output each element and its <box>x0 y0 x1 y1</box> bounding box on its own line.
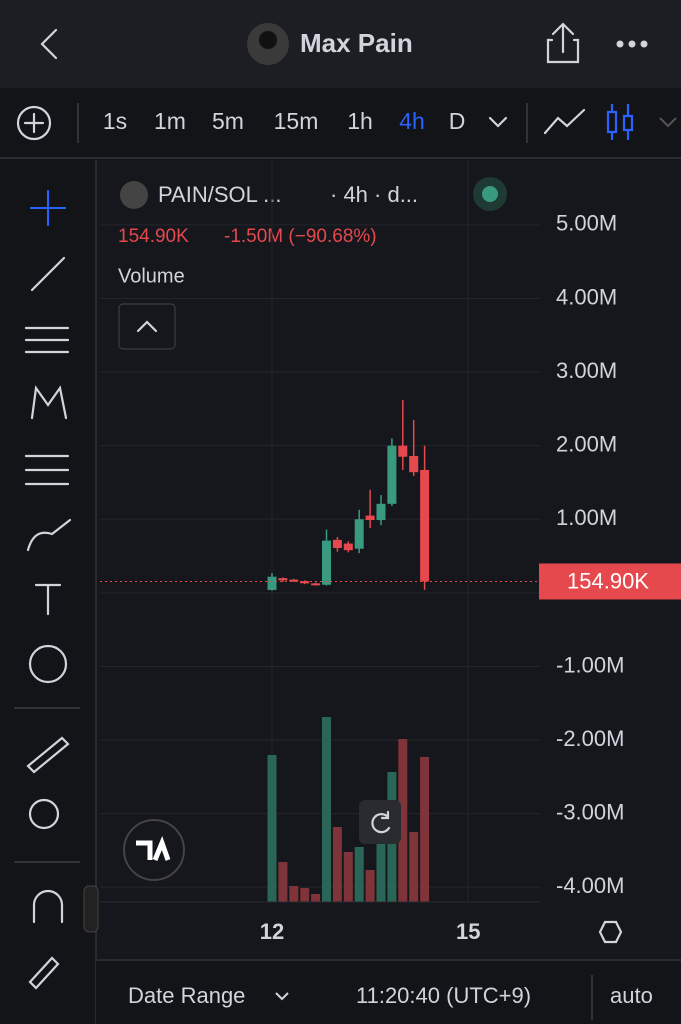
tv-logo-mark <box>136 835 171 861</box>
auto-scale[interactable]: auto <box>610 983 653 1008</box>
emoji-tool[interactable] <box>28 644 68 684</box>
volume-bar <box>398 739 408 902</box>
back-button[interactable] <box>40 28 58 60</box>
candle-body <box>278 578 288 581</box>
volume-bar <box>300 888 310 902</box>
top-bar <box>0 0 681 88</box>
ruler-tool[interactable] <box>26 736 70 774</box>
candle-body <box>354 519 364 549</box>
candle-body <box>267 576 277 590</box>
footer <box>96 960 681 1024</box>
y-tick-label: -3.00M <box>556 799 624 824</box>
candle-body <box>387 445 397 504</box>
candle-chart-button[interactable] <box>606 104 634 140</box>
volume-bar <box>420 757 430 902</box>
collapse-icon <box>136 320 158 333</box>
reset-icon <box>371 810 391 834</box>
volume-bar <box>311 894 321 902</box>
last-price-box <box>539 563 681 600</box>
date-range[interactable]: Date Range <box>128 983 245 1008</box>
text-tool[interactable] <box>34 583 62 616</box>
candle-body <box>332 539 342 548</box>
x-tick-label: 15 <box>456 919 480 944</box>
volume-bar <box>376 842 386 902</box>
change-value: -1.50M (−90.68%) <box>224 226 377 247</box>
interval-button[interactable]: 15m <box>274 108 319 134</box>
interval-button[interactable]: D <box>449 108 466 134</box>
candle-body <box>376 503 386 521</box>
candle-body <box>343 543 353 551</box>
interval-bar <box>0 88 681 158</box>
symbol-name: PAIN/SOL ... <box>158 182 281 207</box>
brush-tool[interactable] <box>26 518 72 552</box>
candle-body <box>289 579 299 582</box>
tv-logo[interactable] <box>123 819 185 881</box>
candle-body <box>300 581 310 584</box>
y-tick-label: -4.00M <box>556 873 624 898</box>
interval-button[interactable]: 5m <box>212 108 244 134</box>
toolbar-collapse[interactable] <box>83 885 99 933</box>
avatar-face <box>259 31 277 49</box>
candle-body <box>420 469 430 582</box>
candle-body <box>398 445 408 457</box>
interval-button[interactable]: 1s <box>103 108 127 134</box>
y-tick-label: 1.00M <box>556 505 617 530</box>
magnet-tool[interactable] <box>32 889 64 924</box>
x-tick-label: 12 <box>260 919 284 944</box>
y-tick-label: 2.00M <box>556 431 617 456</box>
interval-button[interactable]: 1h <box>347 108 373 134</box>
symbol-interval: · 4h · d... <box>330 182 418 207</box>
share-button[interactable] <box>546 22 580 64</box>
drawing-tools <box>14 190 80 990</box>
fib-tool[interactable] <box>24 326 70 354</box>
y-tick-label: -2.00M <box>556 726 624 751</box>
y-tick-label: 4.00M <box>556 284 617 309</box>
chart-type-dropdown[interactable] <box>659 117 677 128</box>
market-status-dot <box>482 186 498 202</box>
volume-bar <box>409 832 419 902</box>
volume-bar <box>289 886 299 902</box>
line-chart-button[interactable] <box>543 108 586 135</box>
last-price-label: 154.90K <box>567 568 649 593</box>
volume-bar <box>365 870 375 902</box>
reset-button[interactable] <box>359 800 401 844</box>
volume-bar <box>354 847 364 902</box>
collapse-legend[interactable] <box>118 303 176 350</box>
date-range-dropdown <box>275 992 289 1001</box>
settings-button[interactable] <box>598 920 623 944</box>
volume-bar <box>343 852 353 902</box>
zoom-tool[interactable] <box>28 798 60 830</box>
y-tick-label: -1.00M <box>556 652 624 677</box>
pane-label: Volume <box>118 265 185 287</box>
volume-bar <box>332 827 342 902</box>
more-button[interactable] <box>616 40 648 48</box>
last-value: 154.90K <box>118 226 189 247</box>
volume-bar <box>278 862 288 902</box>
pattern-tool[interactable] <box>30 385 68 420</box>
candle-body <box>409 455 419 473</box>
interval-dropdown[interactable] <box>488 116 508 128</box>
plot: 5.00M4.00M3.00M2.00M1.00M0.00M-1.00M-2.0… <box>100 160 624 902</box>
clock: 11:20:40 (UTC+9) <box>356 983 531 1008</box>
add-button[interactable] <box>16 105 52 141</box>
symbol-avatar <box>120 181 148 209</box>
interval-button[interactable]: 1m <box>154 108 186 134</box>
candle-body <box>365 515 375 521</box>
app-title: Max Pain <box>300 28 413 58</box>
candle-body <box>322 540 331 585</box>
volume-bar <box>322 717 331 902</box>
add-icon <box>23 112 45 134</box>
y-tick-label: 5.00M <box>556 211 617 236</box>
candle-body <box>311 583 321 586</box>
volume-bar <box>267 755 277 902</box>
lock-drawings-tool[interactable] <box>28 956 60 990</box>
interval-button[interactable]: 4h <box>399 108 425 134</box>
forecast-tool[interactable] <box>24 454 70 486</box>
trendline-tool[interactable] <box>30 256 66 292</box>
y-tick-label: 3.00M <box>556 358 617 383</box>
crosshair-tool[interactable] <box>30 190 66 226</box>
